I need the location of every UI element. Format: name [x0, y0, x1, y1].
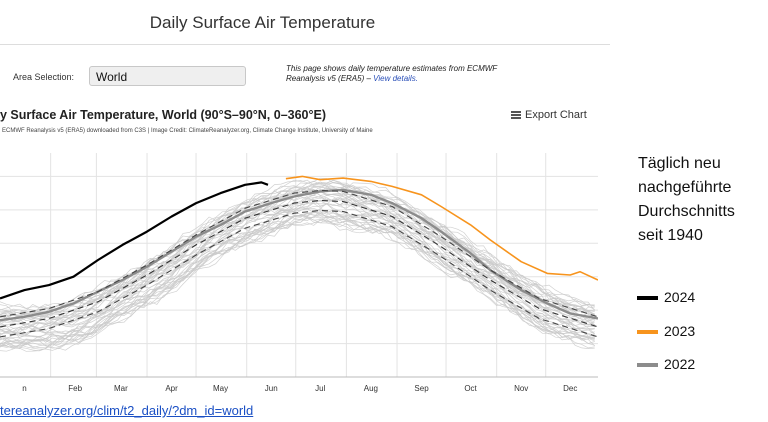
legend-label: 2023	[664, 323, 696, 339]
area-selection-label: Area Selection:	[13, 72, 75, 82]
chart-credit: ECMWF Reanalysis v5 (ERA5) downloaded fr…	[2, 128, 373, 134]
historical-year-line	[0, 211, 595, 350]
x-tick-label: Nov	[514, 384, 528, 393]
x-tick-label: Oct	[464, 384, 477, 393]
historical-year-line	[0, 217, 595, 352]
x-tick-label: Feb	[68, 384, 82, 393]
series-line-2024	[0, 181, 269, 300]
reference-dashed-line	[0, 199, 598, 328]
legend-swatch	[637, 330, 658, 335]
view-details-link[interactable]: View details.	[373, 74, 418, 83]
historical-year-line	[0, 217, 595, 352]
reference-dashed-line	[0, 189, 598, 318]
series-line-2023	[285, 175, 598, 281]
legend-item-2024: 2024	[637, 289, 695, 305]
temperature-chart: n Feb Mar Apr May Jun Jul Aug Sep Oct Nov Dec	[0, 153, 598, 393]
legend-label: 2022	[664, 356, 696, 372]
x-tick-label: Aug	[364, 384, 378, 393]
historical-year-line	[0, 207, 595, 341]
note-line: seit 1940	[638, 227, 703, 244]
x-tick-label: Apr	[165, 384, 178, 393]
note-line: nachgeführte	[638, 179, 732, 196]
historical-year-line	[0, 213, 595, 348]
legend-swatch	[637, 363, 658, 368]
historical-year-line	[0, 197, 595, 336]
chart-title: y Surface Air Temperature, World (90°S–9…	[0, 108, 327, 122]
menu-icon	[511, 111, 521, 119]
historical-year-line	[0, 177, 595, 316]
x-tick-label: Jul	[315, 384, 325, 393]
annotation-note: Täglich neu nachgeführte Durchschnitts s…	[638, 152, 735, 248]
legend-item-2023: 2023	[637, 323, 695, 339]
reference-dashed-line	[0, 209, 598, 338]
source-url[interactable]: tereanalyzer.org/clim/t2_daily/?dm_id=wo…	[0, 403, 254, 418]
info-text: This page shows daily temperature estima…	[286, 64, 526, 84]
info-text-body: This page shows daily temperature estima…	[286, 64, 498, 83]
historical-year-line	[0, 184, 595, 317]
legend-item-2022: 2022	[637, 356, 695, 372]
x-tick-label: Dec	[563, 384, 577, 393]
page-title: Daily Surface Air Temperature	[149, 13, 376, 32]
area-selection-dropdown[interactable]: World	[89, 66, 246, 86]
historical-year-line	[0, 212, 595, 349]
note-line: Täglich neu	[638, 155, 721, 172]
x-tick-label: Mar	[114, 384, 128, 393]
title-divider	[0, 44, 610, 45]
x-tick-label: May	[213, 384, 228, 393]
historical-year-line	[0, 213, 595, 352]
legend-label: 2024	[664, 289, 696, 305]
x-tick-label: n	[22, 384, 26, 393]
legend-swatch	[637, 296, 658, 301]
x-tick-label: Sep	[414, 384, 429, 393]
export-chart-button[interactable]: Export Chart	[511, 109, 587, 121]
historical-year-line	[0, 190, 595, 329]
note-line: Durchschnitts	[638, 203, 735, 220]
export-chart-label: Export Chart	[525, 109, 587, 121]
x-tick-label: Jun	[265, 384, 278, 393]
historical-year-line	[0, 181, 595, 321]
historical-year-line	[0, 213, 595, 349]
